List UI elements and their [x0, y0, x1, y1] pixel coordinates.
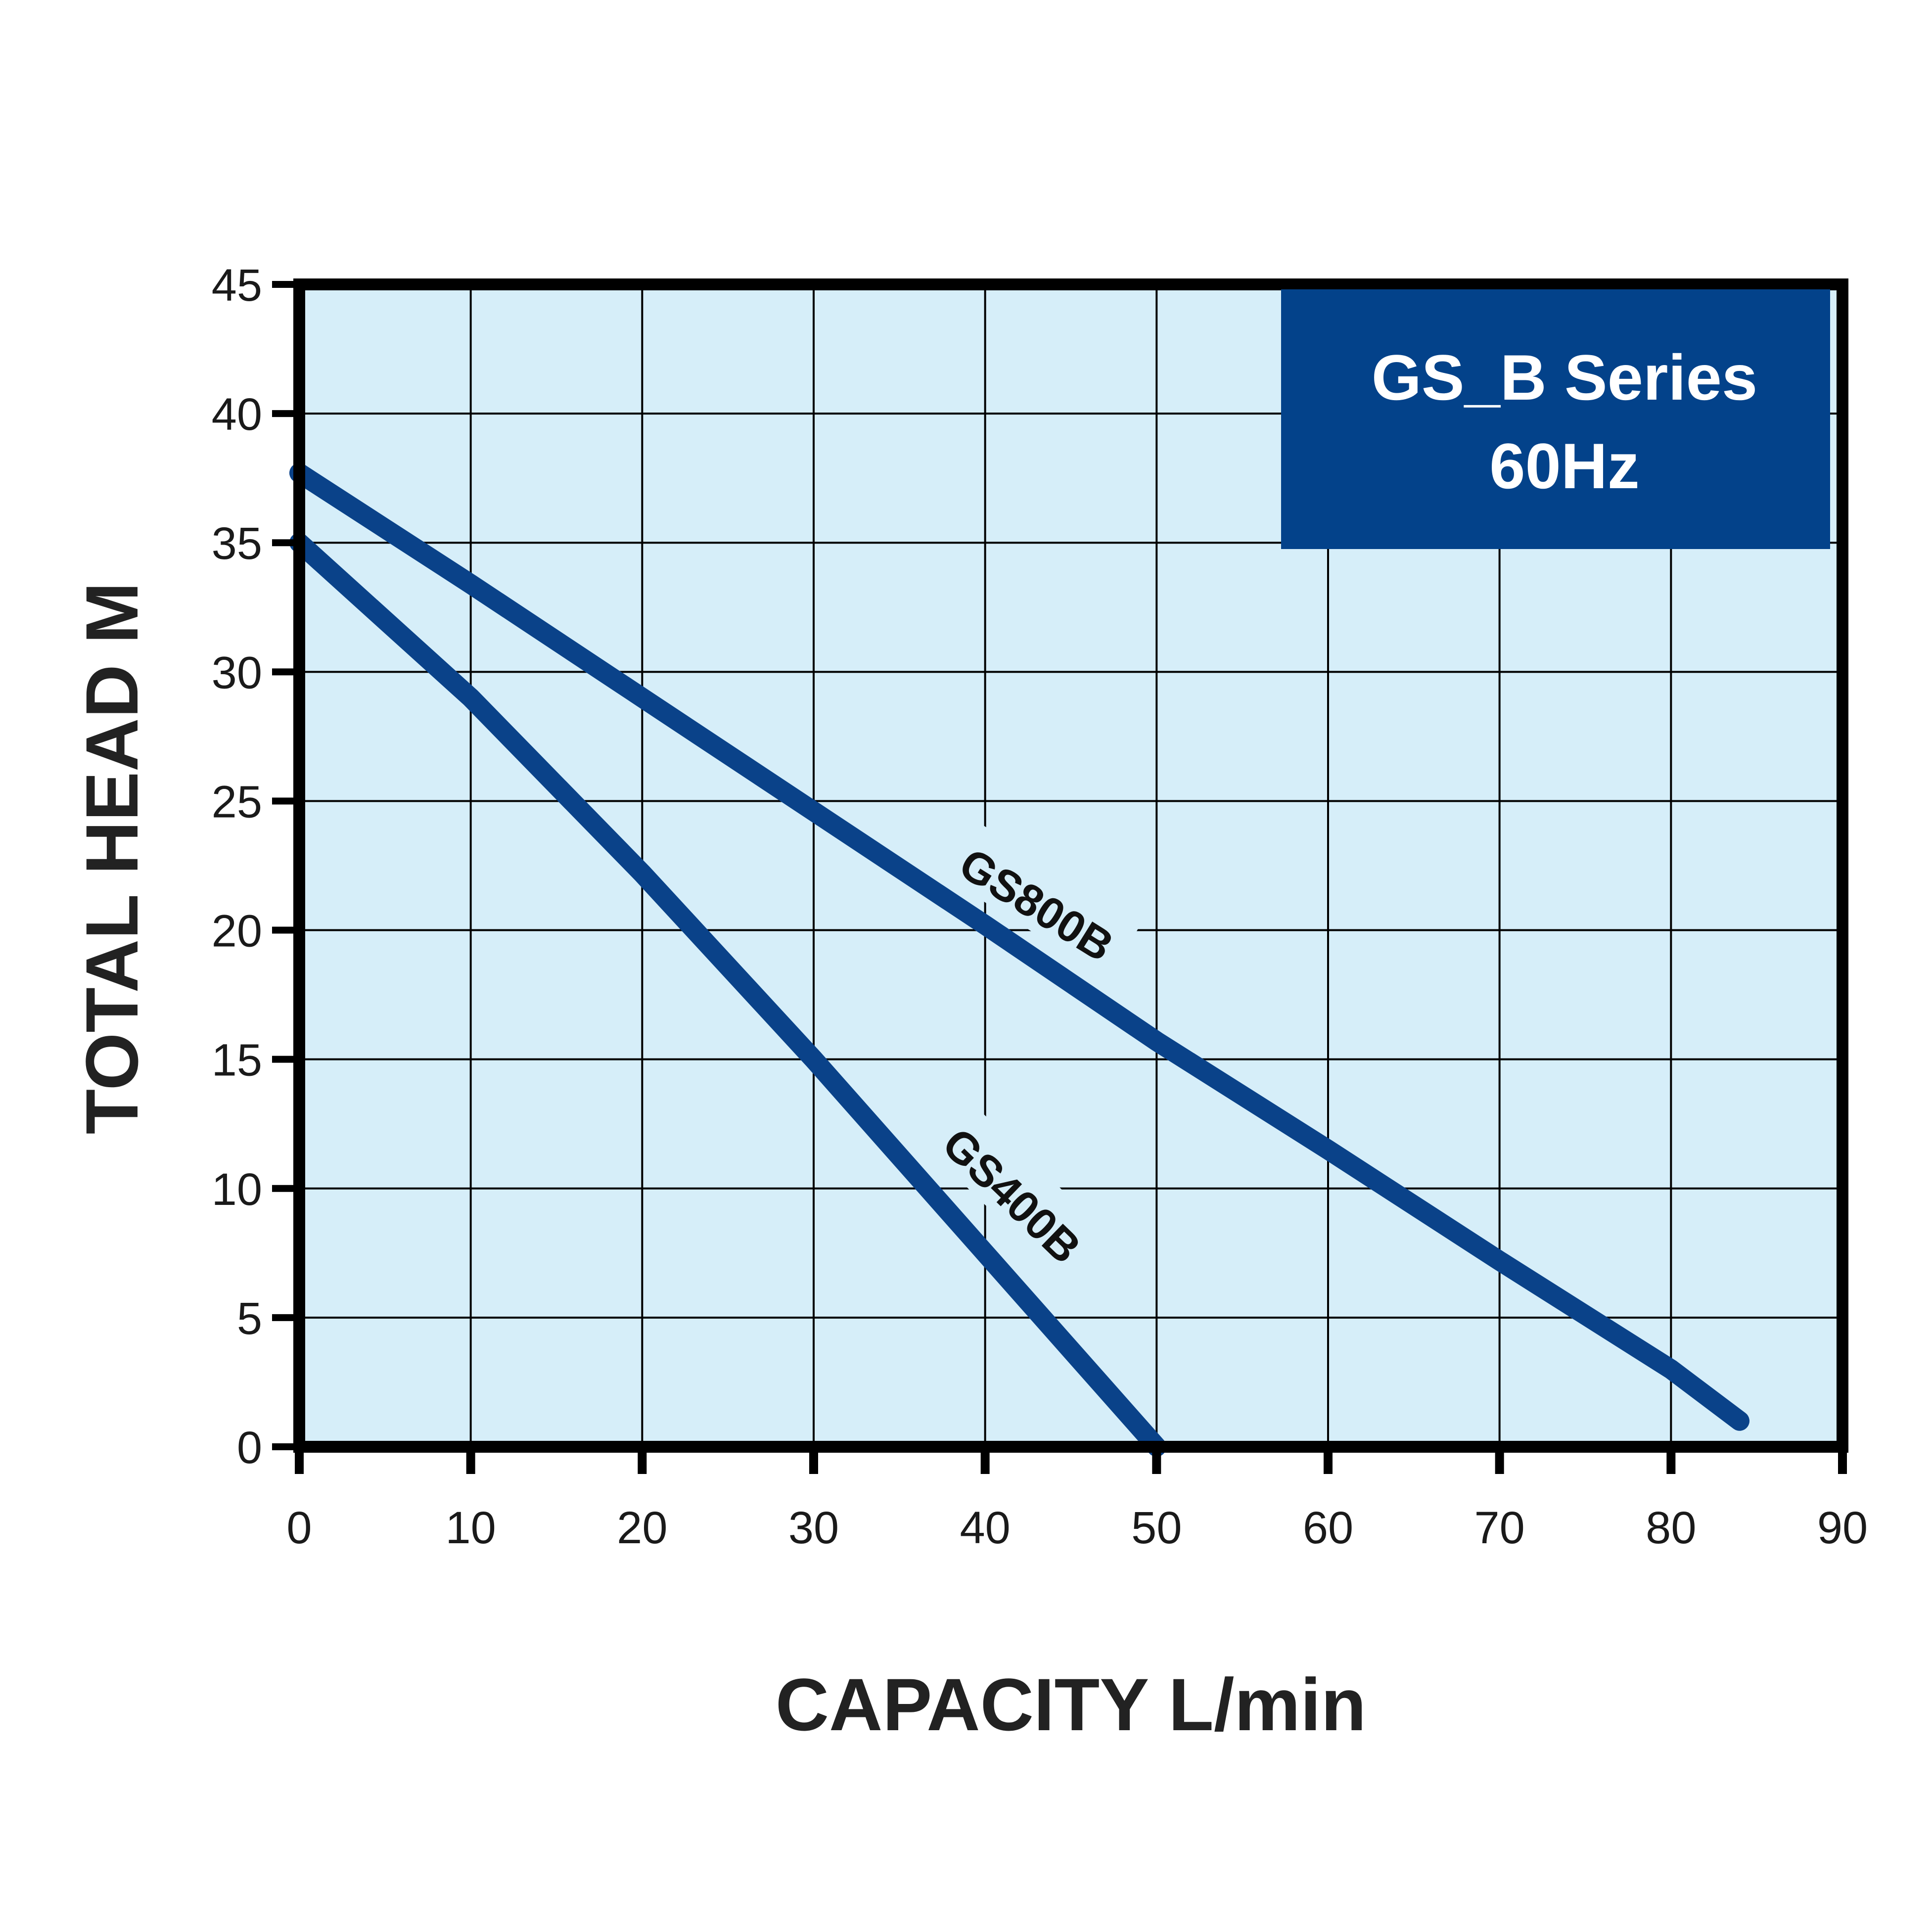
- x-tick-label: 50: [1131, 1503, 1182, 1553]
- series-line-gs400b: [289, 533, 1167, 1457]
- x-tick-label: 60: [1303, 1503, 1353, 1553]
- y-tick-label: 20: [212, 906, 262, 957]
- x-axis-title: CAPACITY L/min: [776, 1663, 1367, 1746]
- y-tick-label: 10: [212, 1164, 262, 1215]
- x-tick-label: 90: [1817, 1503, 1868, 1553]
- x-tick-label: 10: [445, 1503, 496, 1553]
- y-tick-label: 45: [212, 260, 262, 311]
- y-tick-label: 40: [212, 389, 262, 440]
- y-tick-label: 15: [212, 1035, 262, 1086]
- legend-box: GS_B Series 60Hz: [1281, 289, 1830, 549]
- plot-frame: [293, 278, 1848, 1453]
- series-line-gs800b: [289, 463, 1749, 1431]
- x-tick-label: 70: [1474, 1503, 1524, 1553]
- legend-series-title: GS_B Series: [1372, 341, 1757, 414]
- y-tick-label: 25: [212, 777, 262, 827]
- y-tick-label: 5: [237, 1293, 262, 1344]
- legend-background: [1281, 289, 1830, 549]
- axis-ticks: 0 10 20 30 40 50 60 70 80 90 0 5 10 15 20 25 30 35 40 45: [212, 260, 1868, 1553]
- y-tick-label: 0: [237, 1423, 262, 1473]
- x-tick-label: 80: [1646, 1503, 1696, 1553]
- y-tick-label: 30: [212, 647, 262, 698]
- x-tick-label: 40: [960, 1503, 1010, 1553]
- series-lines: [289, 463, 1749, 1457]
- x-tick-label: 30: [788, 1503, 839, 1553]
- y-tick-label: 35: [212, 518, 262, 569]
- series-label-gs800b-background: [939, 819, 1142, 979]
- x-tick-label: 0: [286, 1503, 312, 1553]
- legend-frequency: 60Hz: [1489, 430, 1639, 502]
- x-tick-label: 20: [617, 1503, 667, 1553]
- series-label-gs400b-background: [923, 1099, 1110, 1283]
- y-axis-title: TOTAL HEAD M: [70, 582, 153, 1135]
